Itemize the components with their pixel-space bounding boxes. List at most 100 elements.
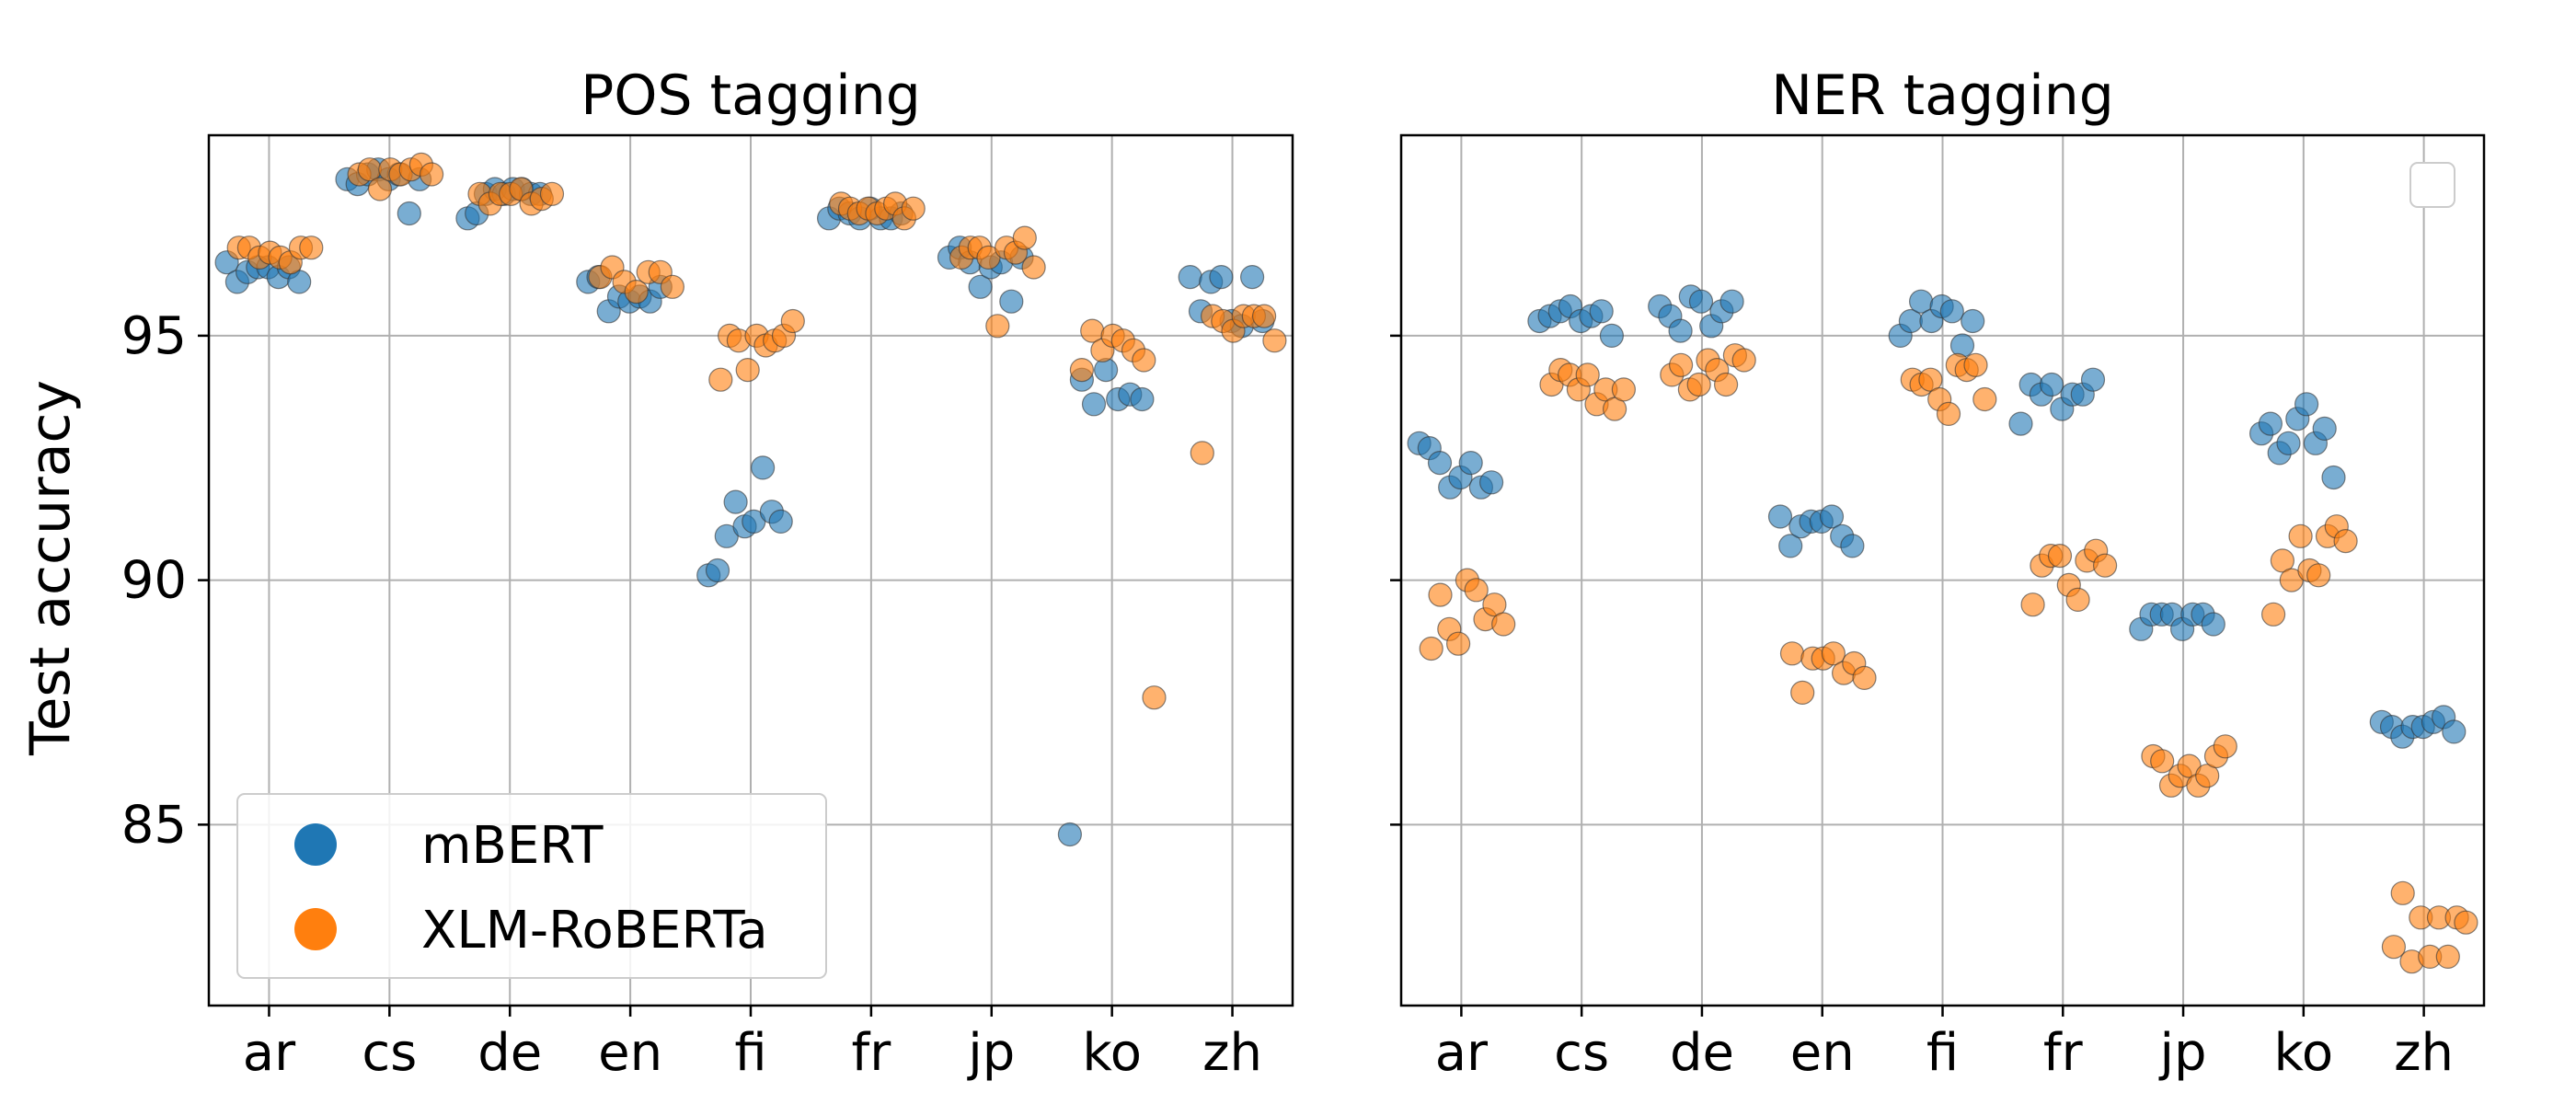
data-point <box>1602 397 1627 421</box>
data-point <box>1936 401 1961 426</box>
chart-title: POS tagging <box>581 63 921 128</box>
data-point <box>1972 386 1997 412</box>
data-point <box>2294 392 2319 417</box>
data-point <box>985 314 1010 339</box>
x-tick-label: fr <box>852 1023 892 1083</box>
data-point <box>1686 372 1711 397</box>
data-point <box>624 280 649 305</box>
data-point <box>1209 265 1234 290</box>
legend-label: mBERT <box>421 816 604 876</box>
data-point <box>2065 587 2090 613</box>
data-point <box>2312 416 2337 441</box>
x-tick-label: ko <box>2273 1023 2333 1083</box>
data-point <box>397 201 421 226</box>
data-point <box>2195 764 2220 788</box>
data-point <box>2306 563 2331 588</box>
data-point <box>2454 910 2478 935</box>
x-tick-label: de <box>477 1023 542 1083</box>
data-point <box>2261 602 2286 627</box>
chart-title: NER tagging <box>1771 63 2114 128</box>
ner-tagging-panel: ar cs de en fi fr jp ko zh NER tagging <box>1390 63 2486 1083</box>
data-point <box>1478 470 1504 495</box>
data-point <box>1575 362 1600 387</box>
x-tick-label: zh <box>2394 1023 2454 1083</box>
x-tick-label: cs <box>362 1023 417 1083</box>
y-tick-label: 95 <box>121 306 187 366</box>
y-tick-label: 85 <box>121 795 187 855</box>
series-xlm-roberta <box>1419 343 2478 974</box>
data-point <box>1779 641 1805 666</box>
data-point <box>1190 441 1214 466</box>
data-point <box>2288 523 2313 548</box>
data-point <box>1491 612 1516 637</box>
data-point <box>901 196 926 221</box>
data-point <box>1790 680 1815 706</box>
x-tick-label: jp <box>2158 1023 2207 1083</box>
data-point <box>1428 582 1453 607</box>
x-tick-label: en <box>598 1023 662 1083</box>
y-tick-label: 90 <box>121 551 187 611</box>
y-axis-label: Test accuracy <box>18 380 83 756</box>
x-tick-label: fr <box>2043 1023 2084 1083</box>
x-tick-label: jp <box>966 1023 1015 1083</box>
legend-label: XLM-RoBERTa <box>421 901 768 960</box>
data-point <box>2047 543 2073 569</box>
data-point <box>2270 548 2294 573</box>
data-point <box>420 162 444 187</box>
data-point <box>2258 411 2283 436</box>
data-point <box>1458 451 1483 476</box>
data-point <box>705 558 730 583</box>
data-point <box>1589 299 1614 324</box>
data-point <box>1939 299 1964 324</box>
data-point <box>1778 534 1803 558</box>
data-point <box>1611 377 1637 402</box>
legend-box <box>236 793 827 979</box>
data-point <box>2020 592 2045 617</box>
data-point <box>708 367 733 392</box>
data-point <box>735 358 760 383</box>
data-point <box>1482 592 1507 617</box>
data-point <box>1852 665 1877 691</box>
data-point <box>999 289 1024 314</box>
data-point <box>1427 451 1453 476</box>
data-point <box>539 181 565 206</box>
legend-box-empty <box>2409 162 2455 208</box>
data-point <box>2201 612 2225 637</box>
data-point <box>299 236 324 260</box>
data-point <box>1688 289 1714 314</box>
legend-marker <box>294 908 337 950</box>
data-point <box>2381 935 2406 960</box>
data-point <box>1142 685 1167 710</box>
data-point <box>1918 367 1943 392</box>
data-point <box>1251 304 1277 328</box>
data-point <box>660 274 685 299</box>
x-tick-label: cs <box>1554 1023 1609 1083</box>
data-point <box>1419 636 1443 661</box>
x-tick-label: ar <box>243 1023 296 1083</box>
data-point <box>1821 641 1846 666</box>
x-tick-label: fi <box>734 1023 766 1083</box>
data-point <box>2321 465 2346 490</box>
data-point <box>2093 553 2118 578</box>
data-point <box>2213 734 2237 759</box>
data-point <box>1057 822 1083 847</box>
data-point <box>1819 504 1845 529</box>
data-point <box>968 274 993 299</box>
data-point <box>1130 386 1155 412</box>
data-point <box>367 177 393 201</box>
data-point <box>1081 392 1107 417</box>
data-point <box>1668 352 1694 377</box>
data-point <box>1963 352 1988 377</box>
data-point <box>750 455 776 480</box>
data-point <box>1668 318 1693 343</box>
data-point <box>1069 358 1095 383</box>
series-mbert <box>1407 284 2467 749</box>
data-point <box>723 489 748 514</box>
x-tick-label: ko <box>1082 1023 1142 1083</box>
data-point <box>2040 372 2064 397</box>
data-point <box>1713 372 1739 397</box>
x-tick-label: en <box>1790 1023 1855 1083</box>
data-point <box>1012 225 1037 250</box>
data-point <box>1731 348 1756 373</box>
